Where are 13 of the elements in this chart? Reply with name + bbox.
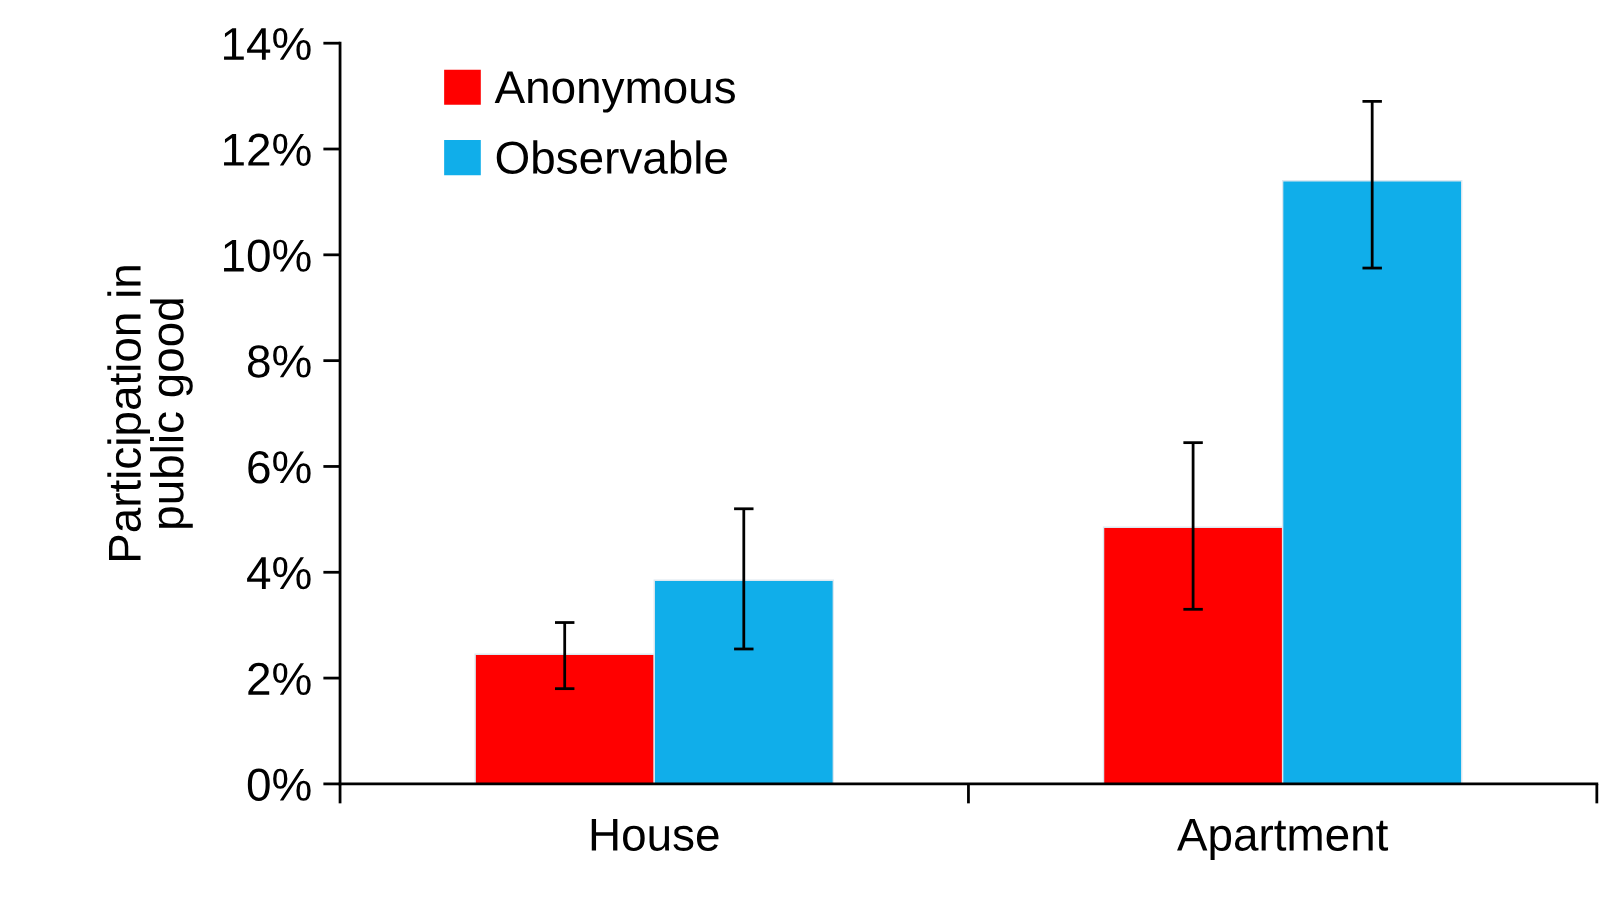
y-tick-label: 2%	[248, 662, 311, 695]
y-tick-label: 12%	[224, 133, 311, 166]
y-tick-label: 4%	[247, 557, 311, 590]
y-tick-label: 14%	[224, 28, 311, 61]
y-axis-title: Participation in public good	[107, 266, 193, 561]
x-tick-label: Apartment	[1177, 818, 1389, 860]
y-tick-label: 0%	[247, 768, 311, 801]
y-tick-label: 10%	[224, 239, 311, 272]
legend-label: Anonymous	[494, 71, 735, 113]
y-tick-label: 6%	[248, 451, 311, 484]
legend-label: Observable	[496, 140, 727, 175]
y-tick-label: 8%	[248, 345, 311, 378]
x-tick-label: House	[591, 818, 719, 851]
